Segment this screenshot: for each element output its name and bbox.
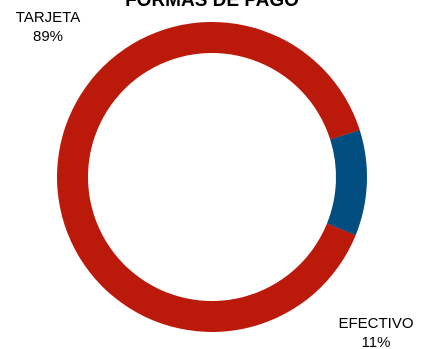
slices-layer <box>56 21 367 332</box>
slice-label-tarjeta-name: TARJETA <box>16 9 80 26</box>
labels-layer: TARJETA 89% EFECTIVO 11% <box>16 9 414 349</box>
slice-tarjeta <box>56 21 360 332</box>
slice-efectivo <box>326 130 367 236</box>
slice-label-efectivo-percent: 11% <box>362 334 391 349</box>
slice-label-tarjeta-percent: 89% <box>33 28 63 45</box>
chart-title: FORMAS DE PAGO <box>125 0 299 11</box>
slice-label-efectivo-name: EFECTIVO <box>338 315 413 332</box>
